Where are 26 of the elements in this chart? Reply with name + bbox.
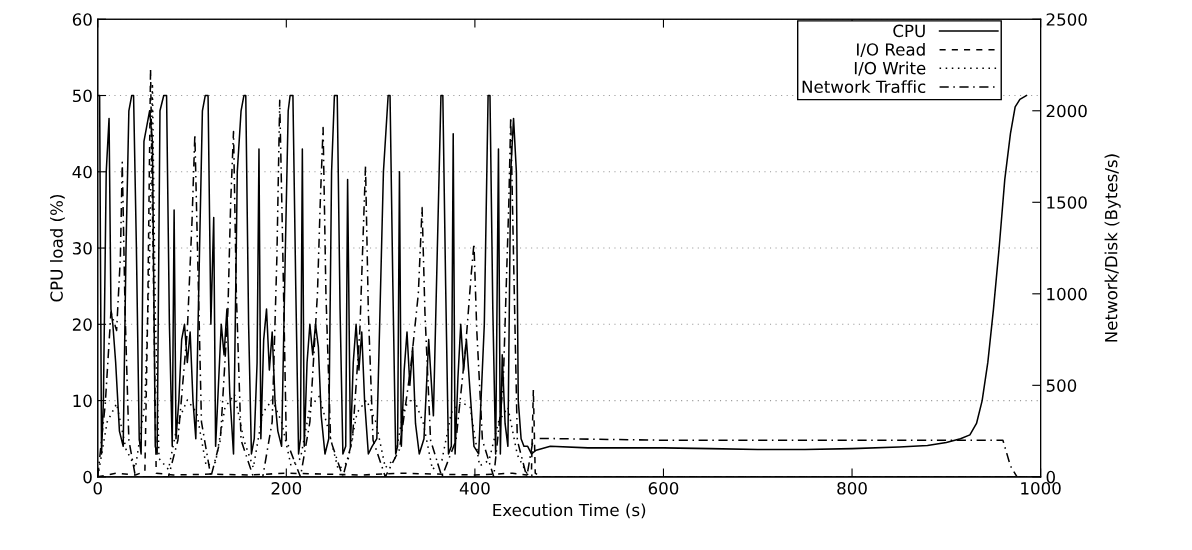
y-tick-label: 20 (72, 318, 92, 331)
y-tick-label: 0 (83, 470, 92, 484)
legend-label: I/O Read (857, 42, 925, 58)
x-tick-label: 600 (648, 482, 679, 495)
y2-tick-label: 1500 (1047, 196, 1087, 209)
y2-axis-title: Network/Disk (Bytes/s) (1104, 154, 1121, 342)
y2-tick-label: 2500 (1046, 13, 1087, 26)
y-tick-label: 30 (72, 242, 92, 255)
y2-tick-label: 500 (1046, 379, 1077, 392)
legend-label: I/O Write (854, 61, 926, 76)
y2-tick-label: 0 (1046, 470, 1055, 484)
legend-label: CPU (893, 24, 925, 38)
x-tick-label: 1000 (1021, 482, 1061, 495)
y-tick-label: 10 (73, 394, 92, 408)
y-tick-label: 50 (72, 89, 92, 103)
y-tick-label: 40 (72, 165, 92, 179)
y-axis-title: CPU load (%) (49, 195, 65, 302)
y-tick-label: 60 (72, 13, 92, 26)
x-tick-label: 800 (837, 482, 867, 495)
legend-label: Network Traffic (802, 80, 926, 94)
x-tick-label: 200 (271, 482, 302, 495)
y2-tick-label: 1000 (1047, 287, 1087, 301)
x-axis-title: Execution Time (s) (493, 503, 646, 519)
y2-tick-label: 2000 (1046, 104, 1087, 118)
x-tick-label: 400 (459, 482, 490, 495)
x-tick-label: 0 (93, 482, 102, 495)
